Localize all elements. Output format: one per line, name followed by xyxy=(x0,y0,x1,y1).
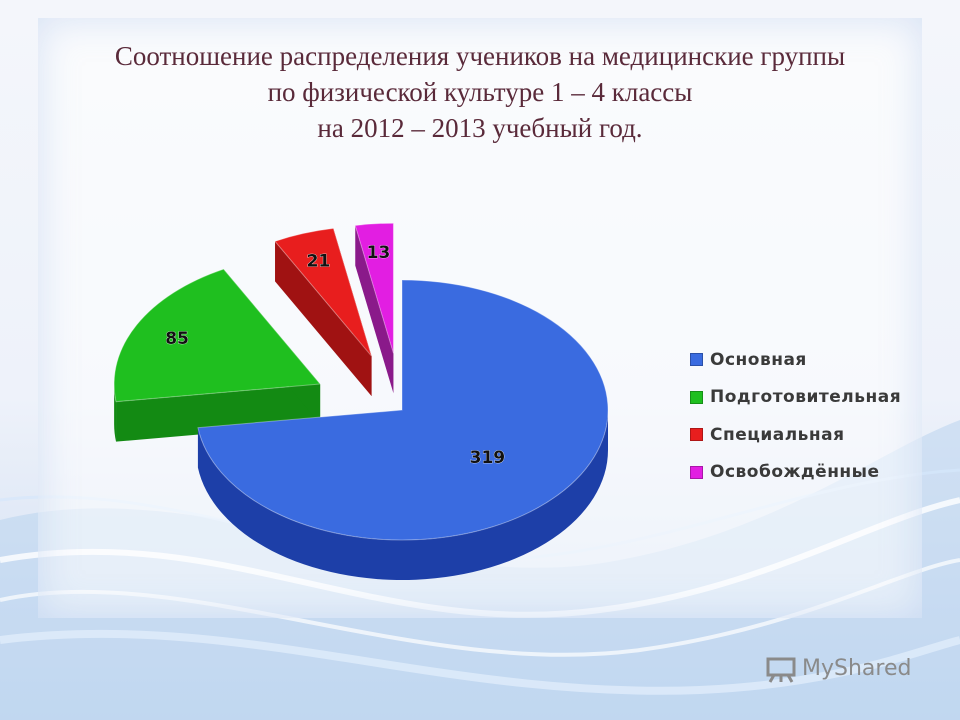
pie-slice-top-3 xyxy=(354,222,394,354)
pie-slice-wall-2-0 xyxy=(275,241,372,397)
legend-item-3: Освобождённые xyxy=(690,454,901,492)
legend-label-1: Подготовительная xyxy=(710,387,902,408)
watermark-text: MyShared xyxy=(802,656,912,681)
data-label-0: 319 xyxy=(470,448,506,468)
legend-item-2: Специальная xyxy=(690,416,901,454)
pie-slice-top-2 xyxy=(274,227,373,357)
legend-swatch-0 xyxy=(690,353,703,367)
pie-slice-top-0 xyxy=(197,279,609,541)
legend-label-0: Основная xyxy=(710,349,807,370)
pie-slice-2 xyxy=(274,227,373,397)
legend-item-0: Основная xyxy=(690,341,901,379)
title-line-3: на 2012 – 2013 учебный год. xyxy=(317,113,643,143)
legend-swatch-1 xyxy=(690,390,703,404)
presentation-board-icon xyxy=(766,657,796,683)
watermark: MyShared xyxy=(766,656,912,683)
data-label-2: 21 xyxy=(307,251,331,271)
pie-slice-top-1 xyxy=(113,268,322,403)
legend-label-2: Специальная xyxy=(710,424,845,445)
data-label-1: 85 xyxy=(165,329,189,349)
pie-slice-side-0 xyxy=(197,410,608,581)
data-label-3: 13 xyxy=(367,243,391,263)
pie-slice-wall-3-0 xyxy=(355,225,394,394)
slide-title: Соотношение распределения учеников на ме… xyxy=(0,38,960,146)
legend-label-3: Освобождённые xyxy=(710,462,880,483)
legend-swatch-3 xyxy=(690,465,703,479)
legend-item-1: Подготовительная xyxy=(690,379,901,417)
pie-slice-side-1 xyxy=(114,383,117,442)
pie-slice-3 xyxy=(354,222,394,394)
title-line-1: Соотношение распределения учеников на ме… xyxy=(114,41,846,71)
legend-swatch-2 xyxy=(690,428,703,442)
pie-slice-0 xyxy=(197,279,609,581)
title-line-2: по физической культуре 1 – 4 классы xyxy=(267,77,693,107)
chart-legend: Основная Подготовительная Специальная Освоб… xyxy=(690,341,901,491)
